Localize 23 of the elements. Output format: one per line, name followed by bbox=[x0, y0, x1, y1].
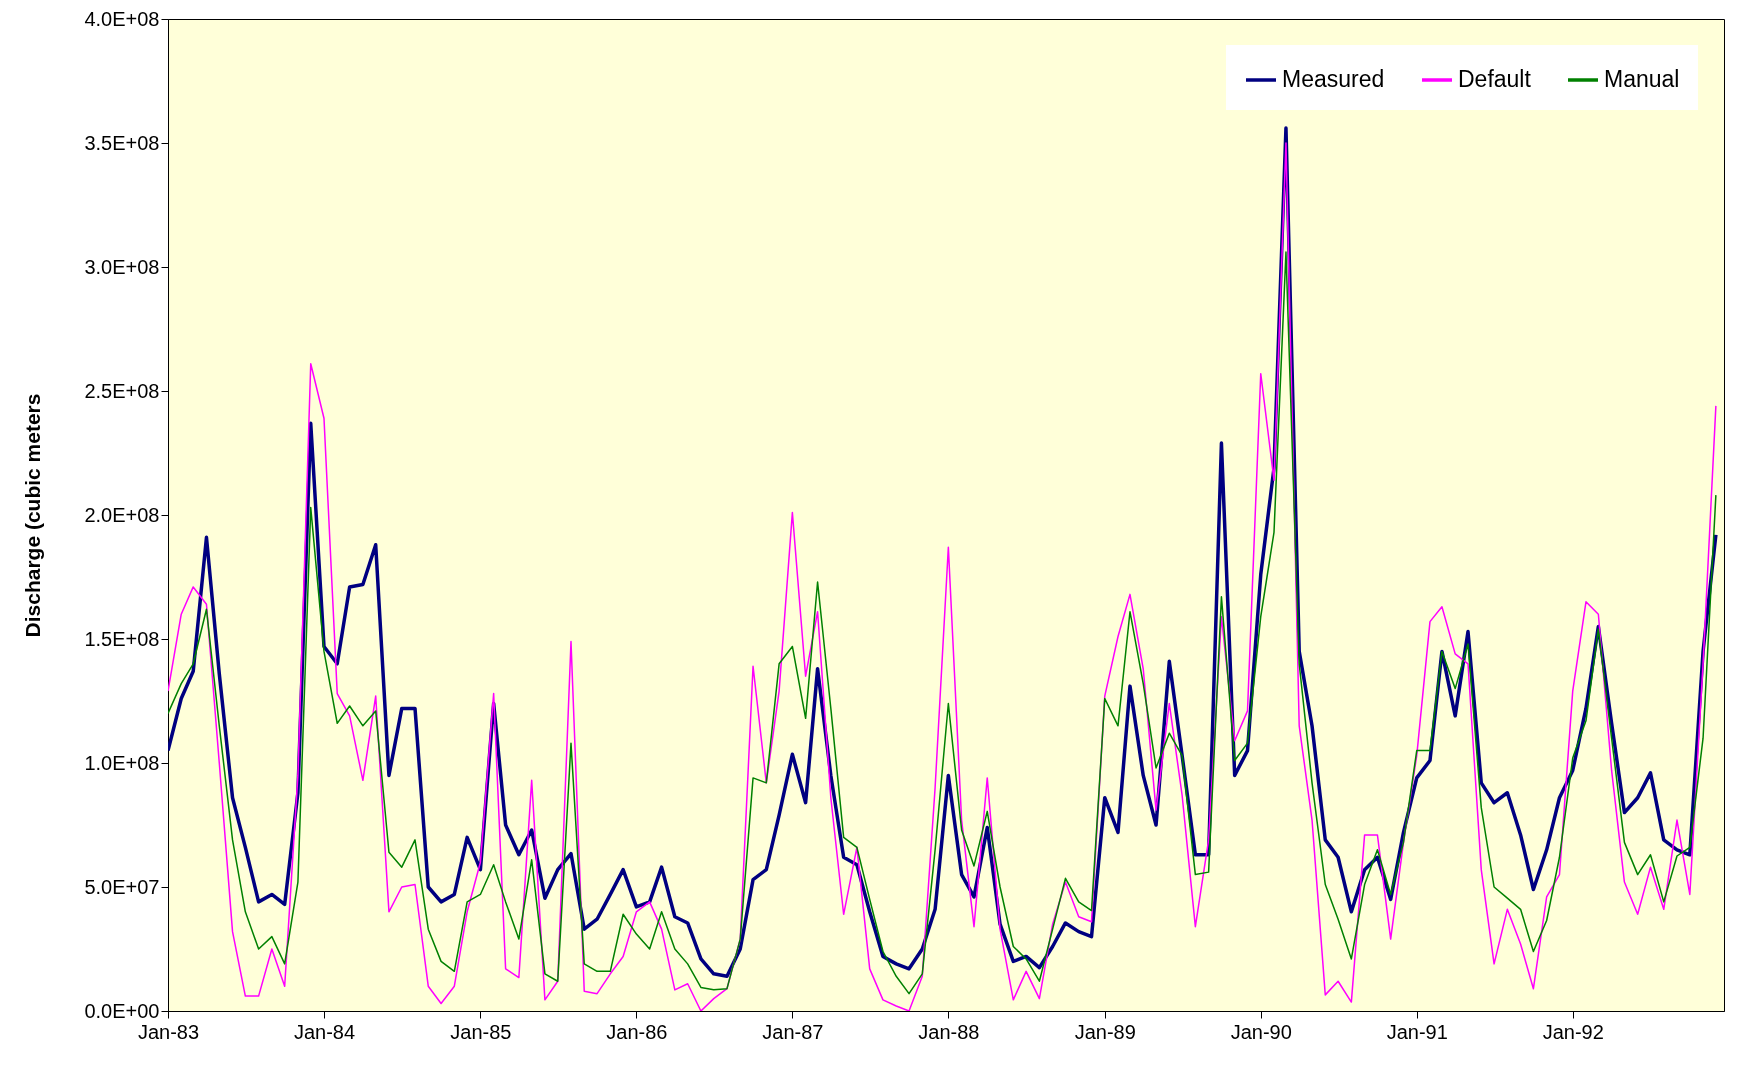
x-tick-label: Jan-86 bbox=[606, 1020, 668, 1043]
x-tick-label: Jan-88 bbox=[918, 1020, 980, 1043]
x-tick-label: Jan-84 bbox=[293, 1020, 356, 1043]
y-tick-label: 3.5E+08 bbox=[84, 131, 160, 154]
x-tick-label: Jan-90 bbox=[1230, 1020, 1292, 1043]
legend-label: Measured bbox=[1282, 66, 1385, 92]
legend-label: Manual bbox=[1604, 66, 1680, 92]
x-tick-label: Jan-87 bbox=[762, 1020, 824, 1043]
y-tick-label: 2.5E+08 bbox=[84, 379, 160, 402]
y-axis-title: Discharge (cubic meters bbox=[21, 393, 45, 638]
x-tick-label: Jan-91 bbox=[1386, 1020, 1448, 1043]
y-tick-label: 3.0E+08 bbox=[84, 255, 160, 278]
x-tick-label: Jan-83 bbox=[137, 1020, 200, 1043]
y-tick-label: 1.5E+08 bbox=[84, 627, 160, 650]
y-tick-label: 4.0E+08 bbox=[84, 7, 160, 30]
x-tick-label: Jan-92 bbox=[1542, 1020, 1604, 1043]
y-tick-label: 2.0E+08 bbox=[84, 503, 160, 526]
y-tick-label: 1.0E+08 bbox=[84, 751, 160, 774]
x-tick-label: Jan-85 bbox=[450, 1020, 512, 1043]
legend-label: Default bbox=[1458, 66, 1532, 92]
y-tick-label: 5.0E+07 bbox=[84, 875, 160, 898]
y-tick-label: 0.0E+00 bbox=[84, 999, 160, 1022]
x-tick-label: Jan-89 bbox=[1074, 1020, 1136, 1043]
